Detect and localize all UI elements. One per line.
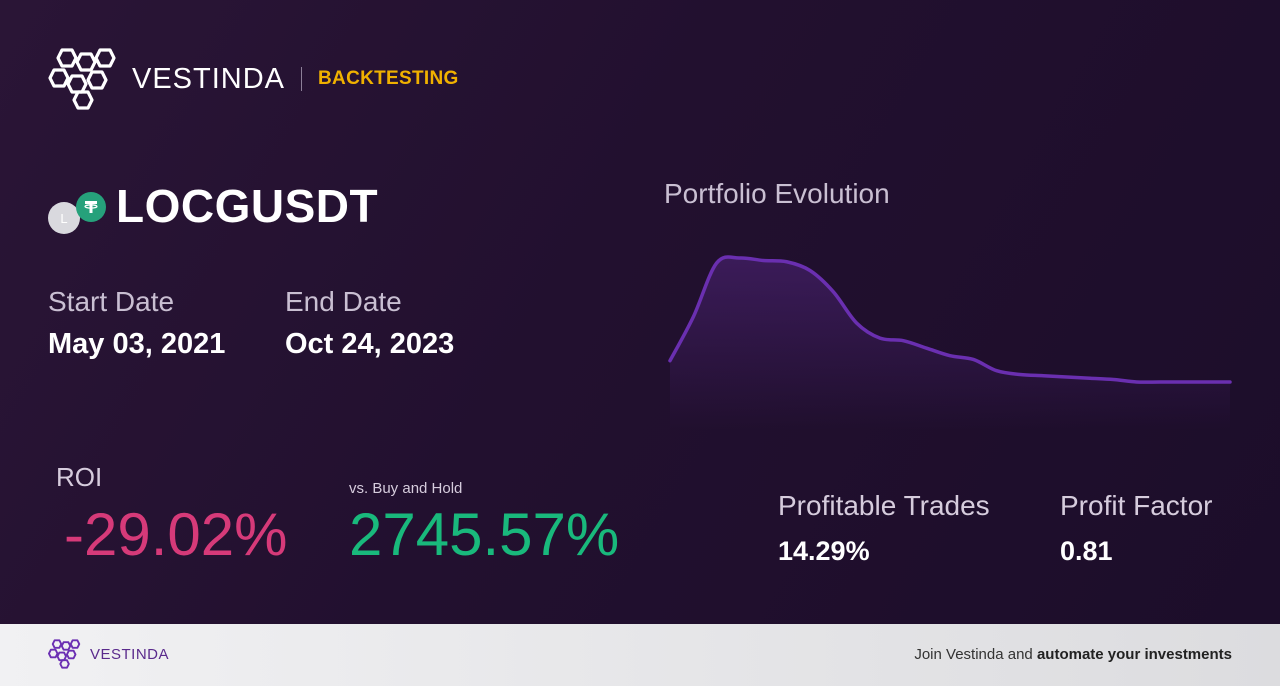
chart-title: Portfolio Evolution [664, 178, 890, 209]
coin-icons: L [48, 178, 110, 234]
tether-icon [76, 192, 106, 222]
base-coin-letter: L [60, 210, 68, 226]
footer-cta-bold: automate your investments [1036, 646, 1232, 663]
profit-factor-label: Profit Factor [1060, 490, 1213, 521]
profitable-trades-label: Profitable Trades [778, 490, 990, 521]
footer: VESTINDA Join Vestinda and automate your… [0, 624, 1280, 686]
footer-brand: VESTINDA [90, 645, 170, 663]
pair-name: LOCGUSDT [116, 180, 379, 232]
end-date-value: Oct 24, 2023 [285, 328, 455, 360]
hexagon-cluster-logo-icon [48, 48, 116, 110]
profitable-trades-value: 14.29% [778, 536, 870, 566]
header-divider [301, 67, 303, 91]
roi-label: ROI [56, 462, 103, 492]
chart-series-line [668, 255, 1232, 384]
footer-cta[interactable]: Join Vestinda and automate your investme… [914, 646, 1232, 663]
roi-value: -29.02% [64, 501, 288, 568]
vs-buy-hold-value: 2745.57% [349, 501, 620, 568]
end-date-block: End Date Oct 24, 2023 [285, 286, 454, 361]
footer-logo[interactable]: VESTINDA [48, 638, 169, 670]
portfolio-evolution-chart [668, 255, 1232, 430]
end-date-label: End Date [285, 286, 402, 317]
profitable-trades-stat: Profitable Trades 14.29% [778, 490, 990, 567]
backtest-card: VESTINDA BACKTESTING L LOCGUSDT Start Da… [0, 0, 1280, 624]
footer-hexagon-logo-icon [48, 639, 81, 669]
section-tag: BACKTESTING [318, 68, 459, 89]
start-date-value: May 03, 2021 [48, 328, 226, 360]
vs-buy-hold-label: vs. Buy and Hold [349, 480, 463, 497]
start-date-block: Start Date May 03, 2021 [48, 286, 225, 361]
header: VESTINDA BACKTESTING [48, 46, 459, 112]
chart-area-fill [670, 256, 1230, 430]
profit-factor-stat: Profit Factor 0.81 [1060, 490, 1212, 567]
base-coin-icon: L [48, 202, 80, 234]
start-date-label: Start Date [48, 286, 175, 317]
footer-cta-text: Join Vestinda and [914, 646, 1037, 663]
trading-pair: L LOCGUSDT [48, 178, 378, 234]
brand-name: VESTINDA [132, 62, 286, 95]
profit-factor-value: 0.81 [1060, 536, 1113, 566]
